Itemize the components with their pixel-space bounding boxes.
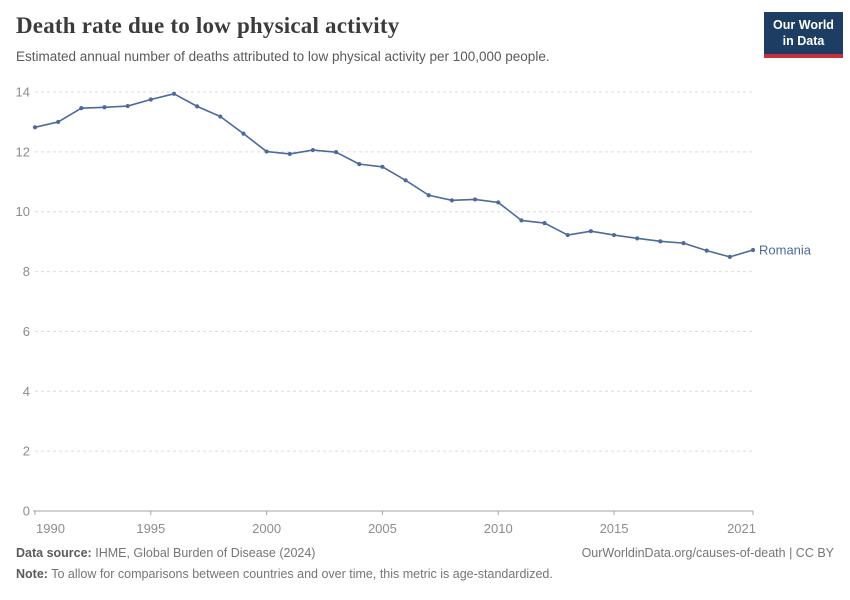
owid-logo: Our World in Data — [764, 12, 843, 58]
data-point[interactable] — [426, 193, 431, 198]
note-label: Note: — [16, 567, 48, 581]
data-source-label: Data source: — [16, 546, 92, 560]
y-tick-label: 2 — [23, 444, 30, 459]
data-point[interactable] — [565, 232, 570, 238]
y-tick-label: 14 — [16, 85, 30, 100]
data-point[interactable] — [403, 178, 408, 183]
chart-header: Death rate due to low physical activity … — [16, 12, 750, 65]
data-point[interactable] — [56, 119, 61, 125]
series-label-romania[interactable]: Romania — [759, 243, 812, 258]
data-point[interactable] — [79, 106, 84, 111]
data-point[interactable] — [704, 248, 709, 253]
y-tick-label: 6 — [23, 324, 30, 339]
x-tick-label: 2021 — [727, 521, 756, 536]
x-tick-label: 1995 — [136, 521, 165, 536]
note-text: To allow for comparisons between countri… — [51, 567, 553, 581]
data-point[interactable] — [658, 239, 663, 244]
x-tick-label: 1990 — [36, 521, 65, 536]
footer-source-row: Data source: IHME, Global Burden of Dise… — [16, 546, 834, 561]
data-point[interactable] — [727, 254, 732, 260]
chart-subtitle: Estimated annual number of deaths attrib… — [16, 49, 550, 64]
data-point[interactable] — [195, 104, 200, 109]
x-tick-label: 2015 — [600, 521, 629, 536]
y-tick-label: 10 — [16, 204, 30, 219]
data-point[interactable] — [750, 247, 756, 253]
data-point[interactable] — [380, 164, 385, 169]
line-chart-plot[interactable]: 0 2 4 6 8 10 12 14 1990 1995 2000 2005 2010 2015 2021 R… — [0, 0, 850, 545]
data-point[interactable] — [333, 150, 339, 155]
data-point[interactable] — [496, 200, 501, 205]
data-point[interactable] — [32, 125, 38, 130]
x-tick-label: 2000 — [252, 521, 281, 536]
data-point[interactable] — [519, 218, 524, 223]
y-tick-label: 12 — [16, 144, 30, 159]
owid-logo-line2: in Data — [782, 33, 825, 48]
data-point[interactable] — [449, 198, 455, 203]
data-point[interactable] — [681, 241, 686, 246]
x-tick-label: 2010 — [484, 521, 513, 536]
y-tick-label: 4 — [23, 384, 30, 399]
owid-logo-line1: Our World — [773, 18, 834, 32]
data-point[interactable] — [102, 105, 107, 110]
data-point[interactable] — [264, 149, 269, 154]
x-tick-label: 2005 — [368, 521, 397, 536]
data-point[interactable] — [357, 162, 362, 167]
y-tick-label: 8 — [23, 264, 30, 279]
data-point[interactable] — [588, 229, 593, 234]
data-point[interactable] — [171, 91, 177, 96]
data-point[interactable] — [218, 114, 223, 119]
data-point[interactable] — [241, 131, 246, 136]
chart-footer: Data source: IHME, Global Burden of Dise… — [16, 546, 834, 582]
data-point[interactable] — [472, 197, 478, 202]
data-point[interactable] — [148, 97, 153, 102]
data-point[interactable] — [287, 151, 292, 157]
y-tick-label: 0 — [23, 504, 30, 519]
data-source-text: IHME, Global Burden of Disease (2024) — [95, 546, 316, 560]
data-point[interactable] — [635, 236, 640, 241]
data-point[interactable] — [125, 103, 130, 109]
data-point[interactable] — [310, 147, 316, 153]
footer-note-row: Note: To allow for comparisons between c… — [16, 567, 834, 582]
owid-citation-link[interactable]: OurWorldinData.org/causes-of-death | CC … — [581, 546, 834, 560]
data-point[interactable] — [611, 232, 617, 238]
data-point[interactable] — [542, 220, 547, 226]
series-line-romania[interactable] — [34, 92, 754, 258]
data-source: Data source: IHME, Global Burden of Dise… — [16, 546, 315, 561]
page-title: Death rate due to low physical activity — [16, 13, 400, 38]
